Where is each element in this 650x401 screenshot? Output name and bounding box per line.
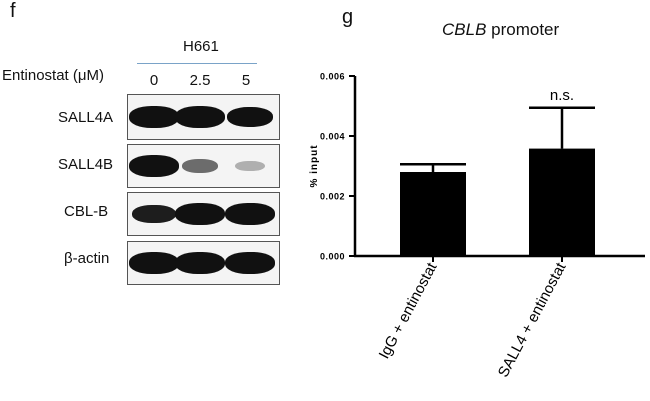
y-tick-label: 0.004 [320, 132, 345, 142]
band [129, 155, 179, 177]
band [129, 252, 179, 274]
band [226, 106, 274, 128]
blot-sall4b [127, 144, 280, 188]
band [182, 158, 218, 174]
chart-title-rest: promoter [486, 20, 560, 39]
x-tick-label: SALL4 + entinostat [495, 259, 570, 380]
chart-title-gene: CBLB [442, 20, 487, 39]
band [225, 252, 275, 274]
chart-title: CBLB promoter [442, 20, 559, 40]
band [235, 160, 265, 172]
y-tick-label: 0.000 [320, 252, 345, 262]
blot-actin [127, 241, 280, 285]
treatment-label: Entinostat (μM) [2, 67, 105, 84]
band [175, 252, 225, 274]
blot-label-sall4b: SALL4B [58, 156, 114, 173]
cell-line-label: H661 [183, 38, 219, 55]
bar [400, 172, 466, 256]
band [132, 204, 176, 224]
panel-letter-f: f [10, 0, 16, 22]
significance-label: n.s. [550, 87, 574, 104]
y-tick-label: 0.002 [320, 192, 345, 202]
blot-label-sall4a: SALL4A [58, 109, 114, 126]
dose-label-0: 0 [149, 72, 159, 89]
blot-cblb [127, 192, 280, 236]
y-axis-label: % input [309, 144, 320, 187]
x-tick-label: IgG + entinostat [376, 259, 441, 362]
dose-label-1: 2.5 [189, 72, 211, 89]
cell-line-line [137, 63, 257, 64]
band [129, 106, 179, 128]
dose-label-2: 5 [241, 72, 251, 89]
bar [529, 148, 595, 256]
band [225, 203, 275, 225]
blot-label-actin: β-actin [64, 250, 110, 267]
band [175, 203, 225, 225]
y-tick-label: 0.006 [320, 72, 345, 82]
band [175, 106, 225, 128]
blot-label-cblb: CBL-B [64, 203, 109, 220]
blot-sall4a [127, 94, 280, 140]
panel-letter-g: g [342, 6, 354, 28]
